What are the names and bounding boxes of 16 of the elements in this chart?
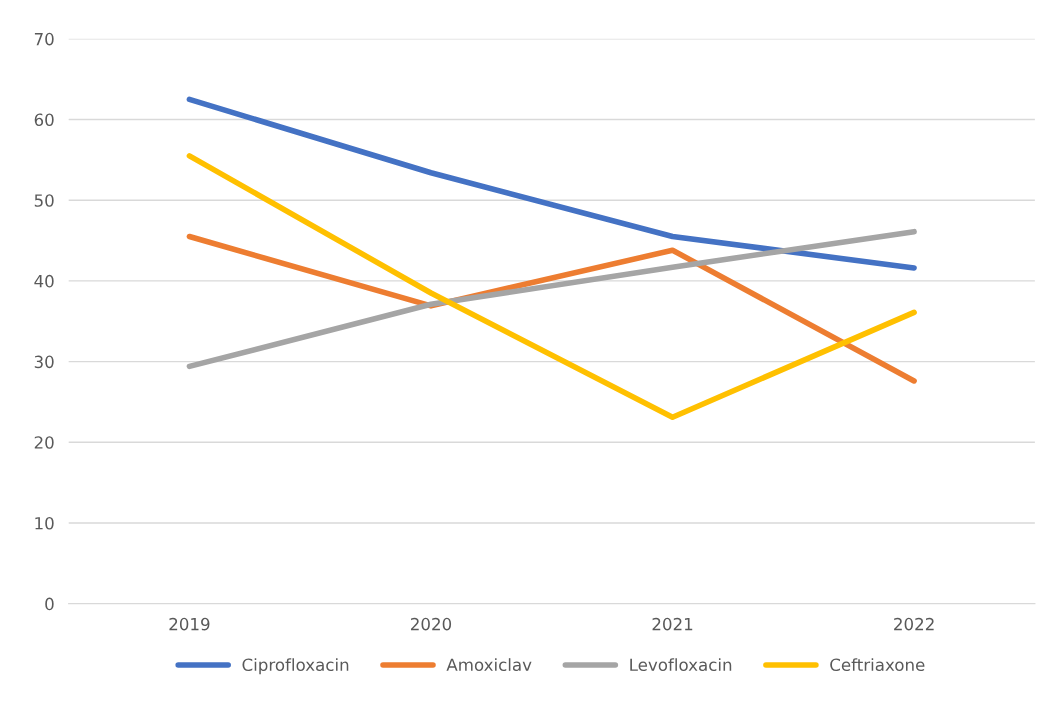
x-tick-label: 2019 bbox=[169, 617, 210, 631]
x-tick-label: 2022 bbox=[894, 617, 934, 631]
y-tick-label: 0 bbox=[45, 597, 54, 611]
legend-label: Ceftriaxone bbox=[830, 658, 925, 672]
y-tick-label: 30 bbox=[34, 355, 54, 369]
legend-label: Amoxiclav bbox=[446, 658, 532, 672]
y-tick-label: 70 bbox=[34, 32, 54, 46]
y-tick-label: 10 bbox=[35, 516, 54, 530]
y-tick-label: 40 bbox=[34, 274, 54, 288]
x-tick-label: 2020 bbox=[410, 617, 452, 631]
legend-label: Ciprofloxacin bbox=[242, 658, 349, 675]
y-tick-label: 50 bbox=[34, 194, 54, 207]
x-tick-label: 2021 bbox=[652, 617, 693, 631]
y-tick-label: 20 bbox=[34, 436, 54, 449]
y-tick-label: 60 bbox=[34, 113, 54, 127]
legend-label: Levofloxacin bbox=[630, 658, 732, 672]
